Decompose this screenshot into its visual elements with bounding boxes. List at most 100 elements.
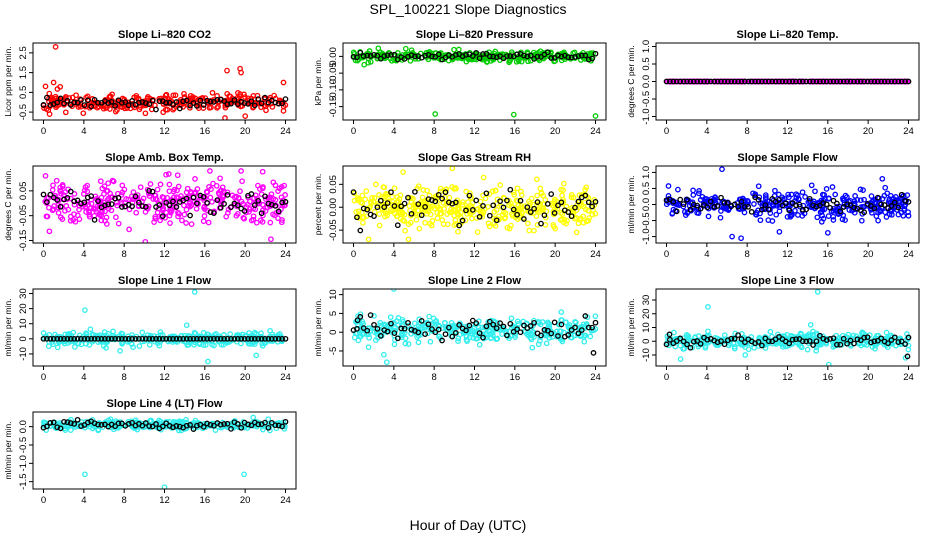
data-point <box>241 100 248 106</box>
data-point <box>728 78 735 85</box>
data-point <box>364 52 371 59</box>
data-point <box>851 340 857 347</box>
data-point <box>579 192 585 198</box>
data-point <box>850 332 857 339</box>
data-point <box>258 210 265 217</box>
data-point <box>87 326 94 333</box>
data-point <box>91 335 98 342</box>
data-point <box>137 184 144 191</box>
data-point <box>521 52 527 59</box>
data-point <box>799 213 806 219</box>
x-tick-label: 0 <box>351 249 356 260</box>
x-tick-label: 20 <box>550 126 561 137</box>
data-point <box>558 53 565 60</box>
data-point <box>803 338 810 345</box>
data-point <box>820 215 827 222</box>
data-point <box>884 190 891 197</box>
y-tick-label: 0.0 <box>641 198 652 211</box>
data-point <box>786 207 793 214</box>
data-point <box>569 205 575 211</box>
data-point <box>125 335 132 342</box>
data-point <box>439 337 445 344</box>
data-point <box>442 324 449 331</box>
data-point <box>142 110 149 117</box>
data-point <box>827 336 833 342</box>
data-point <box>493 54 500 61</box>
data-point <box>817 332 823 339</box>
data-point <box>148 417 155 424</box>
data-point <box>466 192 473 199</box>
data-point <box>546 321 553 328</box>
data-point <box>448 208 455 215</box>
data-point <box>94 104 101 111</box>
data-point <box>262 94 268 101</box>
data-point <box>183 195 190 202</box>
data-point <box>170 335 176 342</box>
data-point <box>415 183 422 190</box>
data-point <box>765 206 772 213</box>
data-point <box>707 198 714 205</box>
data-point <box>695 190 702 197</box>
data-point <box>425 321 432 328</box>
data-point <box>86 208 92 214</box>
data-point <box>176 335 183 342</box>
data-point <box>142 204 149 210</box>
data-point <box>170 188 177 195</box>
data-point <box>175 213 181 220</box>
data-point <box>139 422 146 429</box>
points-group <box>350 45 599 119</box>
data-point <box>524 204 531 211</box>
data-point <box>490 53 497 60</box>
panel-9: Slope Line 3 Flow 0 4 8 12 16 20 24 -10 0 10 20 30 ml… <box>626 275 920 383</box>
data-point <box>110 328 116 335</box>
data-point <box>806 338 813 344</box>
x-tick-label: 16 <box>510 372 521 383</box>
data-point <box>259 342 266 349</box>
panel-title: Slope Gas Stream RH <box>418 152 531 164</box>
data-point <box>514 326 520 333</box>
data-point <box>548 55 555 61</box>
data-point <box>275 100 282 107</box>
data-point <box>250 213 257 220</box>
data-point <box>390 289 397 292</box>
data-point <box>44 335 50 342</box>
y-tick-label: -0.5 <box>18 437 29 453</box>
data-point <box>197 335 204 342</box>
data-point <box>234 421 241 427</box>
data-point <box>418 326 425 332</box>
data-point <box>690 338 697 345</box>
data-point <box>279 335 285 342</box>
data-point <box>173 335 180 342</box>
data-point <box>187 422 193 428</box>
figure-title: SPL_100221 Slope Diagnostics <box>369 1 567 17</box>
data-point <box>555 333 561 339</box>
data-point <box>54 335 61 342</box>
data-point <box>590 350 597 356</box>
data-point <box>432 329 439 336</box>
data-point <box>194 103 200 109</box>
data-point <box>879 175 886 182</box>
data-point <box>508 315 515 322</box>
data-point <box>388 320 394 327</box>
x-tick-label: 0 <box>41 249 46 260</box>
x-tick-label: 16 <box>200 495 211 506</box>
data-point <box>398 203 405 210</box>
data-point <box>687 78 694 85</box>
data-point <box>105 201 112 208</box>
x-tick-label: 16 <box>510 249 521 260</box>
data-point <box>275 208 282 215</box>
data-point <box>238 335 245 342</box>
data-point <box>885 340 891 347</box>
x-tick-label: 12 <box>782 126 793 137</box>
data-point <box>125 421 132 427</box>
data-point <box>452 330 459 336</box>
data-point <box>412 53 418 60</box>
data-point <box>173 423 180 429</box>
data-point <box>204 97 210 104</box>
data-point <box>255 421 262 428</box>
data-point <box>821 206 828 213</box>
data-point <box>904 192 911 198</box>
x-tick-label: 24 <box>903 249 914 260</box>
data-point <box>776 228 783 235</box>
data-point <box>136 99 142 106</box>
